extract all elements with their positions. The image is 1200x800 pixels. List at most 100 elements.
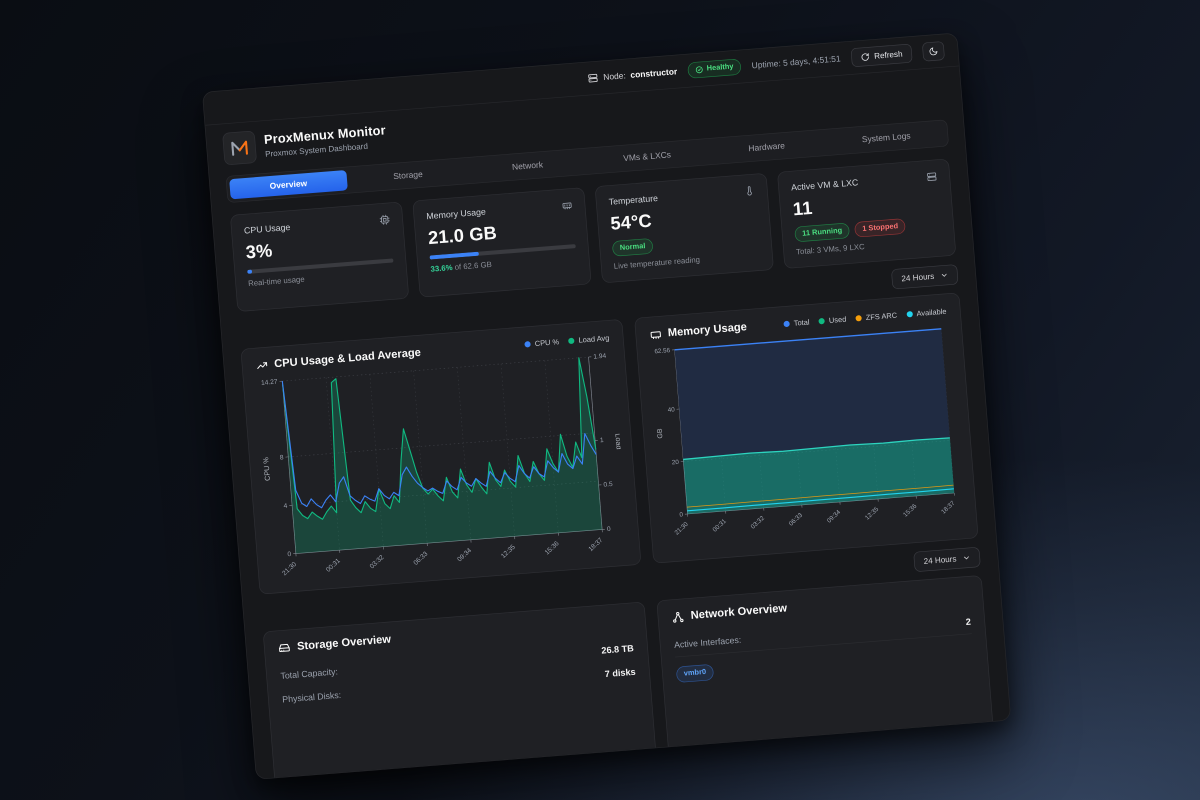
svg-text:15:36: 15:36 [902, 503, 919, 519]
svg-text:GB: GB [657, 428, 665, 439]
overview-cards-row: Storage Overview Total Capacity: 26.8 TB… [262, 575, 997, 780]
svg-text:03:32: 03:32 [369, 554, 386, 570]
memory-chart: 0 20 40 62.56 21:30 00:31 03:32 06:33 09:34 12:35… [654, 328, 957, 537]
storage-overview-title: Storage Overview [296, 633, 392, 653]
network-icon [671, 610, 684, 623]
top-status-bar: Node: constructor Healthy Uptime: 5 days… [202, 33, 959, 126]
interface-badge: vmbr0 [675, 663, 715, 683]
cpu-load-chart-card: CPU Usage & Load Average CPU % Load Avg 0… [240, 319, 642, 595]
tab-hardware[interactable]: Hardware [748, 140, 786, 154]
svg-text:00:31: 00:31 [325, 558, 342, 574]
cpu-load-chart: 0 4 8 14.27 21:30 00:31 03:32 06:33 09:34 12:35 15… [261, 353, 624, 577]
vm-stopped-badge: 1 Stopped [854, 218, 907, 238]
svg-text:09:34: 09:34 [826, 509, 843, 525]
legend-item: Used [818, 315, 847, 325]
temperature-card: Temperature 54°C Normal Live temperature… [594, 172, 774, 284]
check-circle-icon [695, 65, 704, 74]
server-icon [587, 72, 599, 84]
memory-chart-icon [649, 328, 662, 341]
legend-item: Load Avg [568, 334, 610, 345]
node-name: constructor [630, 66, 678, 80]
moon-icon [928, 46, 938, 56]
hard-drive-icon [278, 641, 291, 654]
storage-capacity-value: 26.8 TB [601, 643, 635, 656]
svg-text:20: 20 [672, 459, 680, 467]
svg-text:21:30: 21:30 [281, 561, 298, 577]
overview-content: CPU Usage 3% Real-time usage Memory Usag… [212, 149, 1011, 780]
uptime-text: Uptime: 5 days, 4:51:51 [751, 53, 841, 71]
app-header: ProxMenux Monitor Proxmox System Dashboa… [205, 66, 962, 173]
chevron-down-icon [940, 271, 949, 280]
cpu-progress-bar [247, 269, 252, 274]
svg-text:62.56: 62.56 [654, 347, 671, 355]
tab-network[interactable]: Network [511, 159, 544, 172]
node-info: Node: constructor [587, 66, 678, 84]
memory-caption-total: of 62.6 GB [452, 260, 493, 272]
time-range-select-2[interactable]: 24 Hours [913, 546, 981, 573]
svg-text:0: 0 [607, 526, 612, 533]
network-interfaces-label: Active Interfaces: [673, 634, 742, 651]
svg-text:06:33: 06:33 [788, 512, 805, 528]
health-badge-label: Healthy [706, 62, 734, 73]
thermometer-icon [744, 185, 756, 197]
cpu-usage-card: CPU Usage 3% Real-time usage [229, 201, 410, 313]
storage-disks-label: Physical Disks: [281, 689, 342, 705]
svg-text:0: 0 [287, 551, 292, 558]
svg-text:18:37: 18:37 [940, 500, 957, 516]
memory-progress-bar [429, 251, 479, 260]
stat-cards-row: CPU Usage 3% Real-time usage Memory Usag… [229, 158, 957, 313]
time-range-select[interactable]: 24 Hours [891, 264, 959, 290]
svg-text:09:34: 09:34 [456, 547, 473, 563]
memory-caption-percent: 33.6% [430, 263, 453, 274]
temperature-value: 54°C [609, 210, 653, 234]
memory-icon [561, 200, 573, 212]
tab-overview[interactable]: Overview [229, 170, 348, 200]
legend-item: ZFS ARC [855, 311, 897, 322]
svg-text:CPU %: CPU % [261, 457, 272, 482]
storage-overview-card: Storage Overview Total Capacity: 26.8 TB… [262, 601, 660, 780]
cpu-card-label: CPU Usage [243, 221, 291, 236]
refresh-button[interactable]: Refresh [850, 43, 913, 68]
svg-text:12:35: 12:35 [500, 544, 517, 560]
storage-disks-value: 7 disks [604, 666, 636, 680]
chevron-down-icon-2 [962, 554, 971, 563]
svg-text:4: 4 [283, 503, 288, 510]
svg-text:21:30: 21:30 [673, 521, 690, 537]
svg-text:1.94: 1.94 [593, 353, 607, 361]
memory-usage-card: Memory Usage 21.0 GB 33.6% of 62.6 GB [412, 187, 592, 298]
svg-text:1: 1 [600, 437, 605, 444]
svg-text:18:37: 18:37 [588, 537, 605, 553]
storage-capacity-label: Total Capacity: [280, 666, 339, 682]
svg-text:Load: Load [613, 433, 623, 450]
time-range-value-2: 24 Hours [923, 554, 957, 567]
legend-item: Available [906, 308, 947, 319]
node-label: Node: [602, 70, 627, 83]
trending-up-icon [256, 359, 269, 372]
vm-running-badge: 11 Running [794, 222, 851, 243]
refresh-button-label: Refresh [873, 49, 903, 61]
cpu-icon [379, 214, 391, 226]
overview-toolbar: 24 Hours [261, 546, 981, 624]
tab-vms-lxcs[interactable]: VMs & LXCs [622, 149, 672, 164]
memory-chart-card: Memory Usage Total Used ZFS ARC Available 0… [634, 292, 979, 564]
svg-text:8: 8 [280, 455, 285, 462]
svg-text:03:32: 03:32 [750, 515, 767, 531]
time-range-value: 24 Hours [901, 271, 935, 284]
server-stack-icon [926, 171, 938, 183]
tab-system-logs[interactable]: System Logs [861, 131, 911, 145]
svg-text:40: 40 [668, 407, 676, 415]
svg-text:15:36: 15:36 [544, 540, 561, 556]
charts-toolbar: 24 Hours [238, 264, 959, 341]
legend-item: CPU % [524, 338, 559, 349]
tab-storage[interactable]: Storage [392, 169, 424, 182]
network-overview-card: Network Overview Active Interfaces: 2 vm… [656, 575, 997, 780]
svg-text:0.5: 0.5 [603, 481, 613, 489]
svg-text:0: 0 [679, 512, 684, 519]
dashboard-panel: Node: constructor Healthy Uptime: 5 days… [202, 32, 1012, 780]
memory-card-label: Memory Usage [426, 206, 487, 222]
cpu-value: 3% [244, 240, 274, 263]
active-vm-lxc-card: Active VM & LXC 11 11 Running 1 Stopped … [777, 158, 957, 270]
theme-toggle-button[interactable] [921, 41, 945, 62]
temperature-card-label: Temperature [608, 192, 659, 207]
charts-row: CPU Usage & Load Average CPU % Load Avg 0… [240, 292, 979, 595]
